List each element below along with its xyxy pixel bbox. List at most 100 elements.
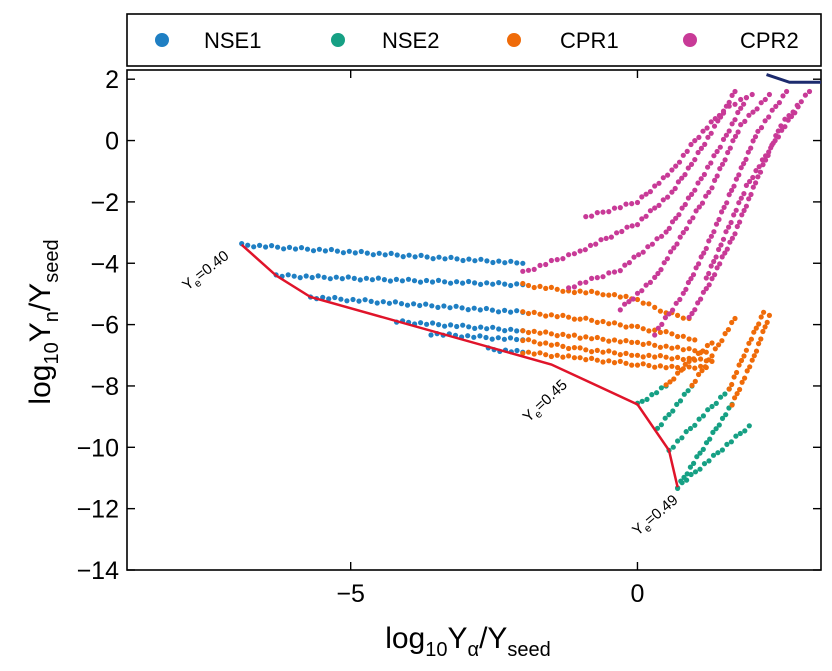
data-point xyxy=(725,327,732,333)
data-point xyxy=(454,279,460,285)
data-point xyxy=(465,307,471,313)
data-point xyxy=(743,347,750,353)
data-point xyxy=(675,438,681,444)
data-point xyxy=(685,195,692,201)
data-point xyxy=(708,160,714,166)
data-point xyxy=(645,244,651,250)
data-point xyxy=(454,256,460,262)
data-point xyxy=(643,282,649,288)
data-point xyxy=(694,454,700,460)
data-point xyxy=(729,381,735,388)
data-point xyxy=(251,244,257,250)
data-point xyxy=(723,412,729,418)
data-point xyxy=(711,229,717,235)
data-point xyxy=(507,335,514,341)
data-point xyxy=(577,355,583,361)
data-point xyxy=(406,252,412,258)
data-point xyxy=(460,257,466,264)
data-point xyxy=(646,362,652,369)
data-point xyxy=(647,189,654,195)
data-point xyxy=(285,272,291,278)
data-point xyxy=(369,277,375,283)
data-point xyxy=(611,205,618,211)
data-point xyxy=(666,311,672,317)
data-point xyxy=(806,88,813,95)
data-point xyxy=(660,197,666,203)
data-point xyxy=(719,415,726,421)
data-point xyxy=(589,213,595,219)
data-point xyxy=(691,460,697,466)
data-point xyxy=(734,223,740,230)
y-tick-label: −4 xyxy=(90,250,119,278)
data-point xyxy=(719,447,726,453)
data-point xyxy=(749,91,755,98)
data-point xyxy=(436,322,442,328)
data-point xyxy=(680,152,686,158)
data-point xyxy=(352,250,358,256)
data-point xyxy=(496,258,502,264)
data-point xyxy=(692,187,698,193)
data-point xyxy=(669,219,676,225)
data-point xyxy=(478,256,484,262)
data-point xyxy=(623,338,629,344)
data-point xyxy=(736,362,742,368)
data-point xyxy=(775,134,782,140)
data-point xyxy=(543,329,549,335)
data-point xyxy=(751,329,757,335)
data-point xyxy=(709,403,715,410)
data-point xyxy=(404,302,411,308)
data-point xyxy=(577,288,583,294)
lines-layer xyxy=(240,73,821,488)
data-point xyxy=(669,363,675,369)
data-point xyxy=(594,275,600,281)
data-point xyxy=(766,91,773,98)
data-point xyxy=(640,326,646,332)
data-point xyxy=(766,114,772,120)
data-point xyxy=(686,364,692,370)
data-point xyxy=(640,361,646,367)
data-point xyxy=(387,278,393,284)
data-point xyxy=(708,130,714,136)
data-point xyxy=(748,191,754,198)
data-point xyxy=(333,274,339,280)
y-tick-label: 2 xyxy=(105,66,119,94)
data-point xyxy=(654,236,660,242)
data-point xyxy=(675,344,681,350)
data-point xyxy=(435,304,441,310)
data-point xyxy=(606,338,612,344)
data-point xyxy=(577,248,583,254)
data-point xyxy=(531,339,537,345)
data-point xyxy=(594,334,600,341)
data-point xyxy=(483,305,489,312)
data-point xyxy=(719,161,726,167)
data-point xyxy=(669,189,675,195)
data-point xyxy=(617,307,623,313)
data-point xyxy=(634,296,641,303)
data-point xyxy=(675,312,681,318)
data-point xyxy=(316,246,322,252)
data-point xyxy=(712,177,718,183)
data-point xyxy=(762,118,768,124)
data-point xyxy=(661,260,667,266)
data-point xyxy=(709,185,715,191)
data-point xyxy=(716,216,722,223)
data-point xyxy=(722,250,728,256)
data-point xyxy=(640,341,646,347)
data-point xyxy=(712,346,718,352)
data-point xyxy=(577,345,583,351)
data-point xyxy=(629,362,635,368)
data-point xyxy=(679,205,685,211)
data-point xyxy=(732,315,738,322)
data-point xyxy=(738,357,745,364)
data-point xyxy=(537,283,543,289)
legend: NSE1 NSE2 CPR1 CPR2 xyxy=(126,13,822,67)
data-point xyxy=(587,242,594,248)
data-point xyxy=(689,382,695,388)
data-point xyxy=(732,117,738,123)
data-point xyxy=(269,243,275,249)
data-point xyxy=(755,128,761,134)
data-point xyxy=(713,254,719,260)
data-point xyxy=(489,307,495,313)
data-point xyxy=(629,352,635,358)
data-point xyxy=(656,180,662,186)
